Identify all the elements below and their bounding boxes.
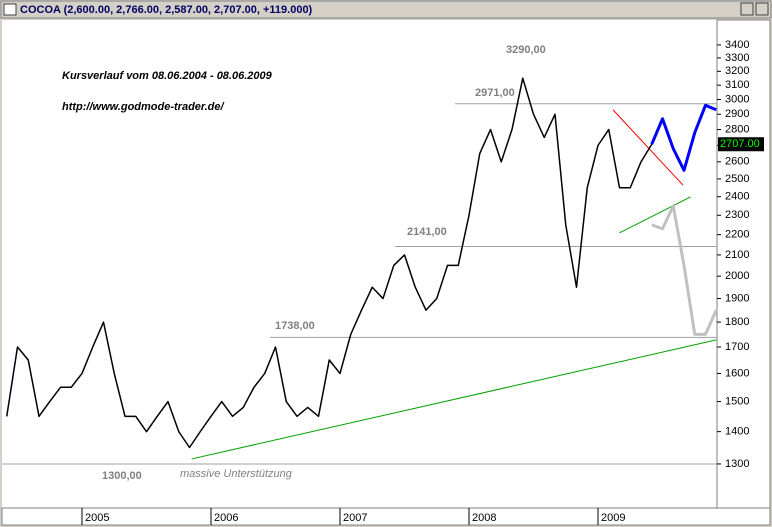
y-tick-label: 3100 (725, 79, 749, 91)
y-tick-label: 2500 (725, 173, 749, 185)
x-tick-label: 2009 (601, 512, 625, 524)
x-tick-label: 2008 (472, 512, 496, 524)
annotation: massive Unterstützung (180, 468, 293, 480)
level-label: 1300,00 (102, 470, 142, 482)
y-tick-label: 2400 (725, 191, 749, 203)
annotation: 3290,00 (506, 44, 546, 56)
y-tick-label: 3400 (725, 39, 749, 51)
y-tick-label: 2100 (725, 249, 749, 261)
last-price-label: 2707.00 (720, 138, 760, 150)
y-tick-label: 2200 (725, 229, 749, 241)
x-tick-label: 2007 (343, 512, 367, 524)
y-tick-label: 1300 (725, 458, 749, 470)
y-tick-label: 2800 (725, 123, 749, 135)
y-tick-label: 2000 (725, 270, 749, 282)
y-tick-label: 1700 (725, 341, 749, 353)
last-price-box (718, 137, 764, 152)
trendline (612, 109, 684, 186)
y-tick-label: 1500 (725, 395, 749, 407)
title-bar (0, 0, 772, 19)
price-line (6, 77, 653, 449)
restore-button[interactable] (740, 2, 754, 16)
level-label: 1738,00 (275, 320, 315, 332)
y-tick-label: 2300 (725, 209, 749, 221)
y-tick-label: 3000 (725, 93, 749, 105)
annotation: Kursverlauf vom 08.06.2004 - 08.06.2009 (62, 70, 273, 82)
y-tick-label: 3200 (725, 65, 749, 77)
close-button[interactable] (755, 2, 769, 16)
trendline (619, 196, 691, 234)
y-tick-label: 1400 (725, 426, 749, 438)
x-tick-label: 2006 (214, 512, 238, 524)
annotation: http://www.godmode-trader.de/ (62, 101, 225, 113)
y-tick-label: 1800 (725, 316, 749, 328)
price-line (651, 204, 718, 336)
x-tick-label: 2005 (85, 512, 109, 524)
y-tick-label: 2600 (725, 156, 749, 168)
y-tick-label: 2900 (725, 108, 749, 120)
y-tick-label: 1600 (725, 367, 749, 379)
level-label: 2971,00 (475, 87, 515, 99)
y-tick-label: 1900 (725, 292, 749, 304)
window-title: COCOA (2,600.00, 2,766.00, 2,587.00, 2,7… (20, 4, 313, 16)
x-axis-area (1, 507, 771, 526)
trendline (191, 339, 717, 460)
window-icon (3, 3, 17, 16)
level-label: 2141,00 (407, 226, 447, 238)
price-line (650, 103, 717, 172)
plot-area (2, 20, 717, 508)
y-tick-label: 3300 (725, 52, 749, 64)
